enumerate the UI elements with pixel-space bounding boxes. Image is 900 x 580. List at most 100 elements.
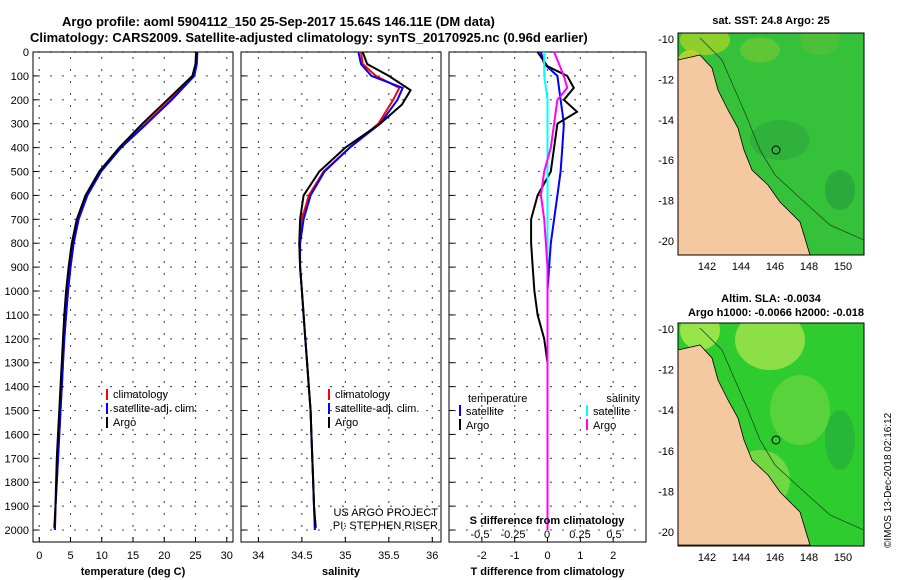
grid-dot	[342, 529, 344, 531]
grid-dot	[170, 409, 172, 412]
grid-dot	[270, 194, 272, 197]
grid-dot	[513, 477, 516, 479]
grid-dot	[378, 242, 380, 244]
grid-dot	[574, 123, 576, 125]
grid-dot	[431, 345, 434, 347]
grid-dot	[226, 417, 228, 419]
grid-dot	[282, 362, 284, 364]
grid-dot	[438, 338, 440, 340]
grid-dot	[514, 433, 516, 436]
grid-dot	[301, 261, 303, 263]
grid-dot	[132, 129, 134, 131]
grid-dot	[86, 433, 88, 436]
grid-dot	[390, 433, 392, 436]
grid-dot	[182, 314, 184, 316]
grid-dot	[579, 417, 582, 419]
grid-dot	[163, 237, 165, 239]
x-tick-label: 10	[96, 550, 108, 562]
grid-dot	[98, 99, 100, 101]
grid-dot	[414, 529, 416, 531]
grid-dot	[69, 501, 72, 503]
grid-dot	[622, 529, 624, 531]
grid-dot	[246, 505, 248, 507]
legend-swatch	[459, 405, 461, 416]
grid-dot	[344, 213, 347, 215]
grid-dot	[158, 290, 160, 292]
grid-dot	[38, 261, 40, 263]
grid-dot	[98, 529, 100, 531]
grid-dot	[388, 429, 390, 431]
grid-dot	[294, 409, 296, 412]
grid-dot	[318, 457, 320, 460]
grid-dot	[478, 290, 480, 292]
grid-dot	[194, 194, 196, 197]
x-tick-label: 34.5	[291, 550, 312, 562]
land-mass	[678, 54, 811, 255]
grid-dot	[257, 237, 260, 239]
x-tick-label: 20	[158, 550, 170, 562]
grid-dot	[344, 177, 347, 179]
grid-dot	[390, 218, 392, 221]
grid-dot	[74, 99, 76, 101]
grid-dot	[513, 189, 516, 191]
map-x-tick-label: 142	[698, 552, 716, 564]
legend-swatch	[328, 417, 330, 428]
grid-dot	[378, 266, 380, 268]
grid-dot	[388, 357, 390, 359]
s-diff-tick-label: -0.25	[500, 529, 525, 541]
grid-dot	[574, 362, 576, 364]
grid-dot	[257, 273, 260, 275]
grid-dot	[388, 501, 390, 503]
grid-dot	[388, 417, 390, 419]
grid-dot	[122, 505, 124, 507]
grid-dot	[132, 333, 134, 335]
grid-dot	[101, 417, 103, 419]
grid-dot	[230, 290, 232, 292]
grid-dot	[163, 333, 165, 335]
grid-dot	[431, 417, 434, 419]
grid-dot	[481, 201, 483, 203]
series-line-climatology	[298, 51, 401, 531]
y-tick-label: 600	[11, 190, 29, 202]
grid-dot	[481, 465, 483, 467]
grid-dot	[301, 453, 303, 455]
grid-dot	[490, 529, 492, 531]
grid-dot	[610, 218, 612, 221]
grid-dot	[218, 123, 220, 125]
grid-dot	[612, 105, 614, 107]
grid-dot	[390, 505, 392, 507]
grid-dot	[301, 393, 303, 395]
grid-dot	[182, 194, 184, 197]
grid-dot	[182, 481, 184, 483]
grid-dot	[526, 338, 528, 340]
grid-dot	[513, 225, 516, 227]
grid-dot	[610, 362, 612, 364]
grid-dot	[163, 309, 165, 311]
grid-dot	[454, 314, 456, 316]
grid-dot	[146, 457, 148, 460]
grid-dot	[163, 513, 165, 515]
grid-dot	[132, 225, 134, 227]
grid-dot	[38, 333, 40, 335]
grid-dot	[246, 75, 248, 77]
grid-dot	[110, 290, 112, 292]
grid-dot	[546, 81, 549, 83]
grid-dot	[513, 117, 516, 119]
grid-dot	[426, 51, 428, 53]
grid-dot	[366, 242, 368, 244]
legend-swatch	[106, 389, 108, 400]
grid-dot	[257, 213, 260, 215]
grid-dot	[354, 433, 356, 436]
grid-dot	[481, 177, 483, 179]
grid-dot	[481, 297, 483, 299]
grid-dot	[318, 529, 320, 531]
grid-dot	[612, 225, 614, 227]
grid-dot	[226, 465, 228, 467]
grid-dot	[301, 141, 303, 143]
grid-dot	[574, 338, 576, 340]
grid-dot	[226, 189, 228, 191]
grid-dot	[226, 501, 228, 503]
grid-dot	[101, 105, 103, 107]
grid-dot	[431, 69, 434, 71]
grid-dot	[318, 481, 320, 483]
